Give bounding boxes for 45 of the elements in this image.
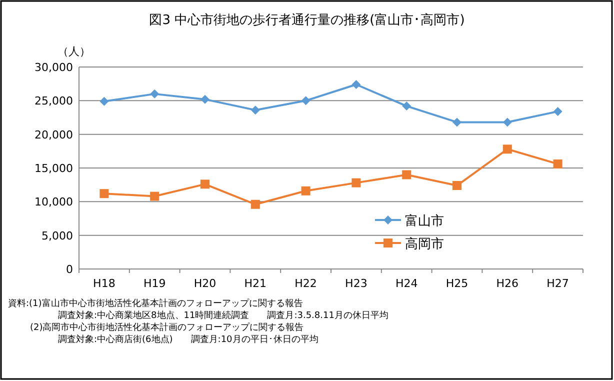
y-tick-label: 30,000: [34, 61, 73, 74]
legend-label: 富山市: [405, 213, 444, 229]
point: [150, 192, 160, 201]
point: [250, 200, 260, 209]
point: [301, 96, 310, 106]
y-tick-label: 25,000: [34, 94, 73, 108]
y-tick-label: 0: [66, 263, 73, 276]
x-tick-label: H21: [244, 277, 267, 290]
point: [200, 180, 210, 189]
point: [352, 178, 361, 188]
text: 資料:(1)富山市中心市街地活性化基本計画のフォローアップに関する報告: [8, 298, 303, 309]
x-tick-label: H22: [294, 277, 317, 290]
x-tick-label: H27: [546, 277, 569, 290]
x-tick-label: H18: [93, 277, 116, 290]
legend-label: 高岡市: [405, 236, 444, 252]
text: (2)高岡市中心市街地活性化基本計画のフォローアップに関する報告: [30, 322, 304, 333]
point: [452, 118, 462, 127]
point: [502, 118, 512, 127]
text: 調査対象:中心商店街(6地点) 調査月:10月の平日･休日の平均: [58, 334, 318, 345]
point: [150, 89, 160, 98]
y-tick-label: 10,000: [34, 196, 73, 209]
chart-title: 図3 中心市街地の歩行者通行量の推移(富山市･高岡市): [149, 12, 465, 28]
y-axis-title: （人）: [58, 45, 90, 58]
x-tick-label: H25: [446, 277, 468, 290]
point: [250, 106, 260, 115]
point: [452, 181, 462, 190]
point: [200, 94, 210, 104]
text: 調査対象:中心商業地区8地点、11時間連続調査 調査月:3.5.8.11月の休日平均: [58, 310, 388, 321]
point: [352, 80, 361, 90]
point: [301, 186, 310, 196]
point: [100, 189, 109, 198]
point: [100, 96, 109, 106]
x-tick-label: H19: [143, 277, 166, 290]
x-tick-label: H23: [345, 277, 368, 290]
y-tick-label: 15,000: [34, 162, 73, 175]
x-tick-label: H26: [496, 277, 519, 290]
x-tick-label: H20: [194, 277, 216, 290]
point: [502, 144, 512, 154]
point: [553, 106, 562, 116]
point: [402, 102, 412, 111]
y-tick-label: 20,000: [34, 128, 73, 142]
y-tick-label: 5,000: [42, 229, 73, 242]
point: [553, 159, 562, 168]
point: [402, 170, 412, 180]
x-tick-label: H24: [395, 277, 418, 290]
